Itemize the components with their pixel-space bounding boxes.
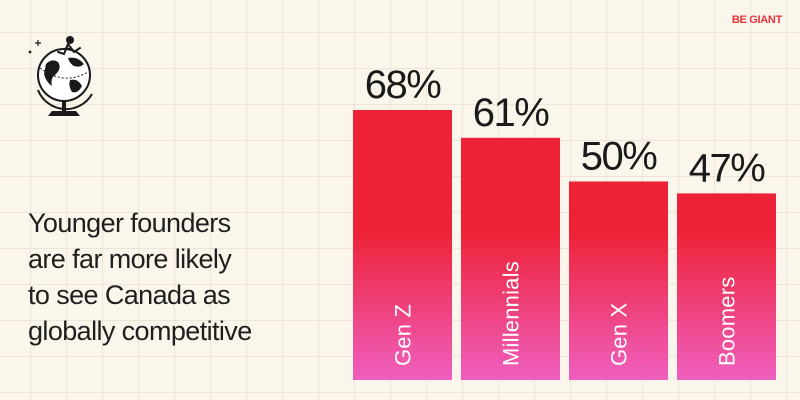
headline-line: to see Canada as (28, 280, 231, 310)
value-label: 47% (689, 146, 765, 190)
headline-line: globally competitive (28, 316, 252, 346)
category-label: Millennials (499, 261, 524, 366)
bar-millennials (461, 137, 560, 380)
value-label: 61% (473, 91, 549, 135)
category-label: Gen X (607, 303, 632, 366)
headline-line: are far more likely (28, 244, 232, 274)
category-label: Gen Z (391, 304, 416, 366)
value-label: 50% (581, 134, 657, 178)
bar-boomers (677, 193, 776, 380)
brand-logo: BE GIANT (731, 14, 782, 26)
category-label: Boomers (715, 277, 740, 366)
headline-line: Younger founders (28, 208, 231, 238)
headline: Younger founders are far more likely to … (28, 205, 328, 349)
bar-gen-z (353, 110, 452, 380)
bar-gen-x (569, 181, 668, 380)
globe-icon (28, 36, 93, 116)
value-label: 68% (365, 63, 441, 107)
